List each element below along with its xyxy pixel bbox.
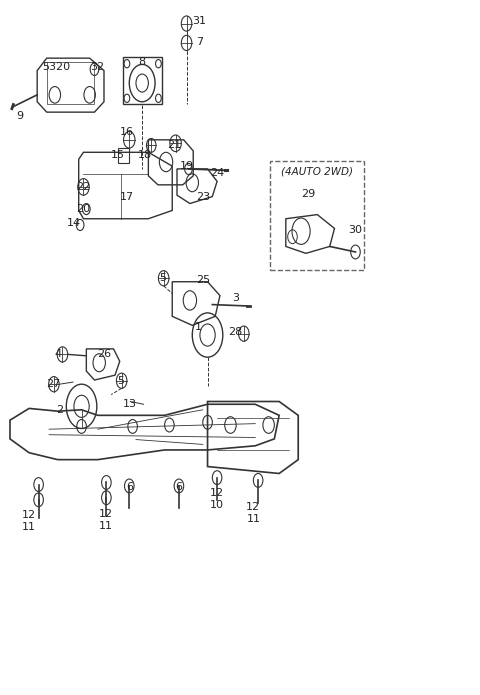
Text: 12: 12 (246, 502, 261, 512)
Text: 29: 29 (300, 189, 315, 199)
Text: 5: 5 (117, 376, 124, 386)
Bar (47, 63, 95, 104)
Text: 13: 13 (123, 399, 137, 409)
Text: 4: 4 (54, 350, 61, 359)
Text: 12: 12 (22, 510, 36, 520)
Text: 15: 15 (111, 150, 125, 160)
Text: 25: 25 (196, 275, 210, 286)
Text: 3: 3 (232, 293, 239, 302)
Text: 19: 19 (180, 161, 193, 171)
Text: 30: 30 (348, 224, 362, 235)
Text: 12: 12 (98, 509, 112, 518)
Text: 11: 11 (98, 521, 112, 531)
Text: 24: 24 (210, 168, 224, 178)
Text: 23: 23 (196, 192, 210, 202)
Text: 17: 17 (120, 192, 133, 202)
Text: 22: 22 (76, 182, 91, 192)
Text: 2: 2 (56, 404, 63, 415)
Text: 6: 6 (127, 482, 134, 492)
Text: 27: 27 (46, 379, 60, 389)
Text: 9: 9 (16, 111, 23, 121)
Text: 5: 5 (159, 273, 166, 284)
Text: 26: 26 (97, 350, 111, 359)
Text: (4AUTO 2WD): (4AUTO 2WD) (281, 167, 353, 177)
Text: 14: 14 (67, 218, 81, 228)
Text: 1: 1 (194, 322, 202, 332)
Text: 21: 21 (167, 140, 181, 150)
Text: 18: 18 (137, 150, 152, 160)
Text: 31: 31 (192, 16, 206, 26)
Text: 12: 12 (210, 488, 224, 498)
Text: 5320: 5320 (42, 62, 71, 72)
Bar (118, 148, 129, 163)
Text: 11: 11 (22, 523, 36, 532)
Text: 10: 10 (210, 500, 224, 510)
Bar (123, 57, 162, 104)
Text: 11: 11 (246, 514, 260, 524)
Text: 28: 28 (228, 327, 242, 337)
Text: 32: 32 (90, 62, 104, 72)
Text: 8: 8 (139, 57, 146, 67)
Text: 6: 6 (175, 482, 182, 492)
Text: 20: 20 (76, 204, 91, 214)
Text: 16: 16 (120, 126, 133, 136)
Text: 7: 7 (196, 37, 203, 47)
